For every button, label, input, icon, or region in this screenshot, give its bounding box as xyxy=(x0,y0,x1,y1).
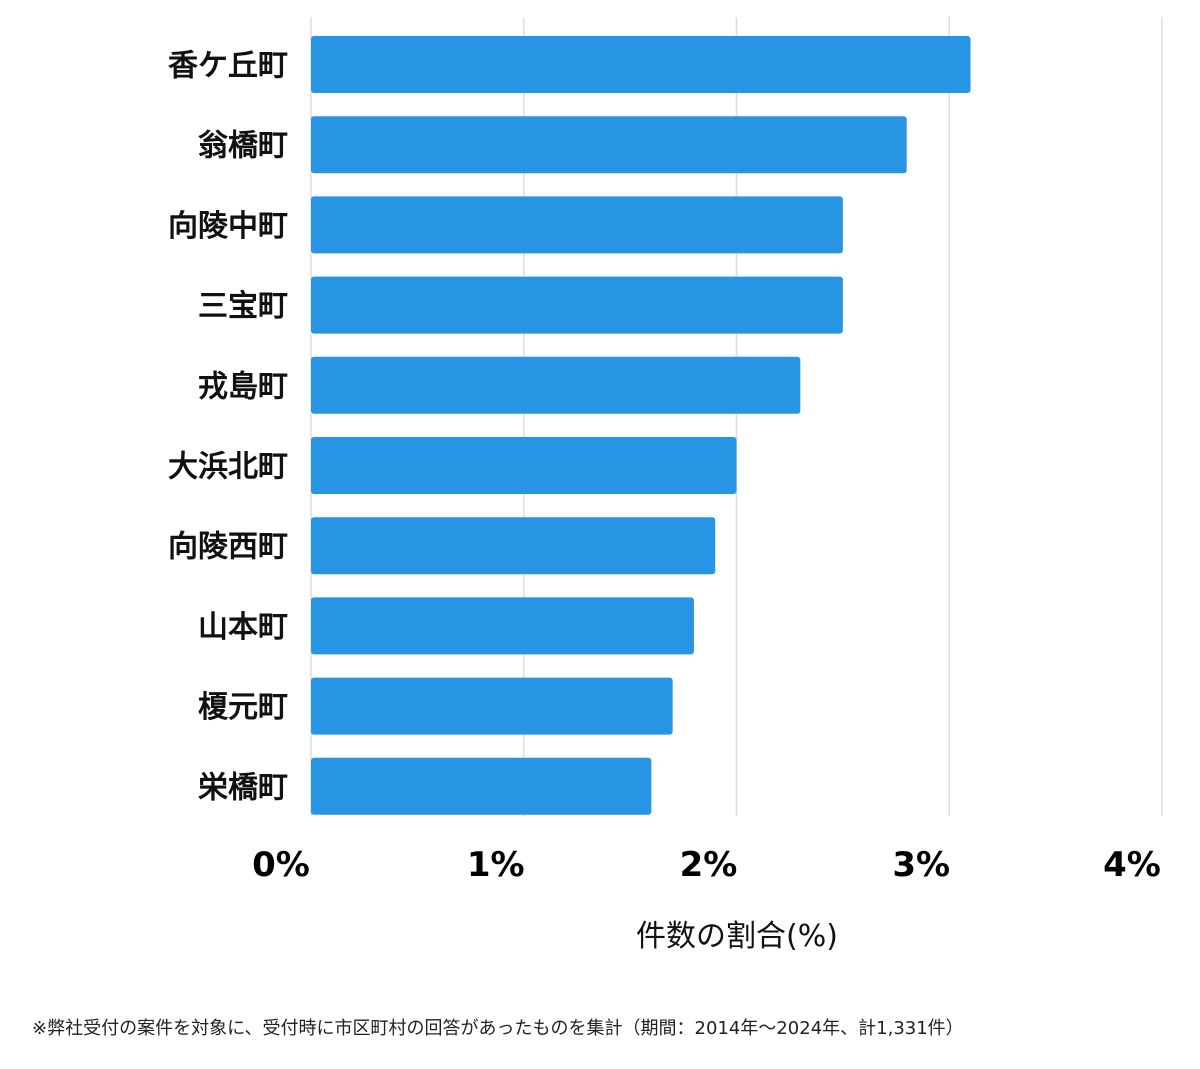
bars xyxy=(311,36,971,815)
category-label: 大浜北町 xyxy=(168,450,288,485)
bar xyxy=(311,597,694,655)
category-label: 向陵中町 xyxy=(168,209,288,244)
bar xyxy=(311,356,801,414)
footnote: ※弊社受付の案件を対象に、受付時に市区町村の回答があったものを集計（期間：201… xyxy=(32,1018,964,1039)
category-label: 栄橋町 xyxy=(198,770,288,805)
x-tick-label: 3% xyxy=(892,845,950,885)
x-axis-title: 件数の割合(%) xyxy=(636,919,838,954)
bar xyxy=(311,677,673,735)
bar xyxy=(311,517,716,575)
x-tick-label: 4% xyxy=(1103,845,1161,885)
bar xyxy=(311,437,737,494)
category-label: 戎島町 xyxy=(198,369,288,404)
bar xyxy=(311,757,652,815)
category-label: 向陵西町 xyxy=(168,530,288,565)
category-label: 香ケ丘町 xyxy=(168,49,288,84)
category-label: 山本町 xyxy=(198,610,288,645)
x-tick-label: 1% xyxy=(467,845,525,885)
bar xyxy=(311,36,971,93)
x-tick-label: 0% xyxy=(252,845,310,885)
bar xyxy=(311,116,907,174)
bar xyxy=(311,276,843,334)
x-tick-labels: 0% 1% 2% 3% 4% xyxy=(252,845,1161,885)
category-label: 翁橋町 xyxy=(198,129,288,164)
bar xyxy=(311,196,843,254)
category-label: 三宝町 xyxy=(198,289,288,324)
category-label: 榎元町 xyxy=(198,690,288,725)
x-tick-label: 2% xyxy=(680,845,738,885)
